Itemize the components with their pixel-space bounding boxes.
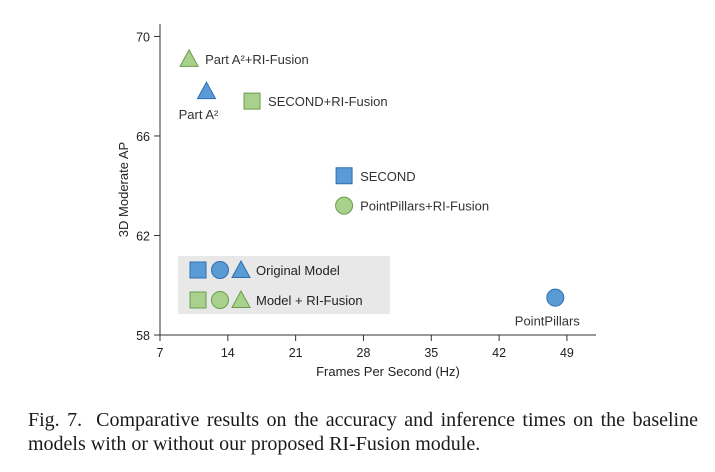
legend-label: Original Model: [256, 263, 340, 278]
chart: 7 14 21 28 35 42 49 58 62 66 70 Frames Per Second (…: [116, 24, 596, 379]
data-label: PointPillars+RI-Fusion: [360, 199, 489, 214]
x-tick-label: 21: [289, 346, 303, 360]
legend-triangle-marker: [231, 289, 251, 308]
legend-circle-marker: [211, 261, 229, 279]
data-point: [243, 92, 261, 110]
y-tick-label: 70: [136, 30, 150, 44]
data-label: Part A²+RI-Fusion: [205, 52, 309, 67]
legend-square-marker: [189, 291, 207, 309]
data-point: [196, 81, 217, 100]
x-tick-label: 14: [221, 346, 235, 360]
data-label: SECOND: [360, 169, 416, 184]
caption-text: Comparative results on the accuracy and …: [28, 409, 698, 455]
data-point: [546, 288, 565, 307]
legend-triangle-marker: [231, 259, 251, 278]
data-point: [335, 167, 353, 185]
y-tick-label: 58: [136, 329, 150, 343]
data-point: [335, 196, 354, 215]
figure-label: Fig. 7.: [28, 409, 83, 431]
data-point: [179, 48, 199, 67]
x-tick-label: 42: [492, 346, 506, 360]
x-axis-label: Frames Per Second (Hz): [316, 364, 460, 379]
x-tick-label: 28: [357, 346, 371, 360]
scatter-plot: 7 14 21 28 35 42 49 58 62 66 70 Frames Per Second (…: [116, 24, 596, 379]
legend-square-marker: [189, 261, 207, 279]
y-tick-label: 62: [136, 229, 150, 243]
x-tick-label: 7: [157, 346, 164, 360]
data-label: PointPillars: [515, 314, 581, 329]
y-tick-label: 66: [136, 130, 150, 144]
data-label: SECOND+RI-Fusion: [268, 94, 388, 109]
legend-label: Model + RI-Fusion: [256, 293, 363, 308]
x-tick-label: 49: [560, 346, 574, 360]
y-axis-label: 3D Moderate AP: [116, 142, 131, 237]
x-tick-label: 35: [424, 346, 438, 360]
data-label: Part A²: [179, 107, 219, 122]
legend-circle-marker: [211, 291, 229, 309]
figure-caption: Fig. 7. Comparative results on the accura…: [28, 408, 698, 456]
